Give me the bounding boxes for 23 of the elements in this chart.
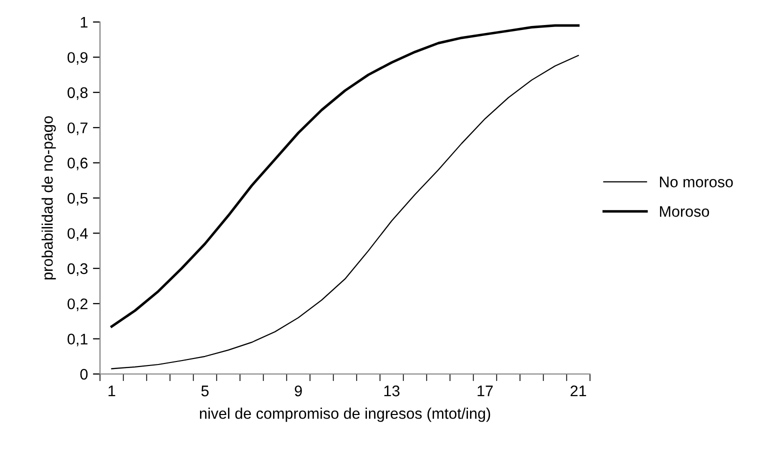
y-tick-label: 0,7 [68,122,88,136]
x-tick-label: 1 [108,386,116,396]
y-axis-title: probabilidad de no-pago [42,116,56,280]
y-tick-label: 0,8 [68,87,88,100]
x-tick-label: 21 [570,386,586,396]
y-tick-label: 0,9 [68,52,88,65]
y-tick-label: 0,6 [68,158,88,170]
y-tick-label: 0,3 [68,263,88,276]
x-tick-label: 5 [201,386,209,396]
y-tick-label: 0,4 [68,228,88,241]
y-tick-label: 1 [80,17,88,28]
y-tick-label: 0,2 [68,298,88,312]
x-axis-title: nivel de compromiso de ingresos (mtot/ing) [200,408,490,422]
y-tick-label: 0 [80,368,88,380]
x-tick-label: 17 [478,386,493,396]
line-series [111,54,579,370]
x-tick-label: 13 [384,386,400,396]
x-tick-label: 9 [294,386,302,396]
legend-label: Moroso [660,206,710,217]
line-series [110,24,580,328]
legend-label: No moroso [660,176,733,188]
y-tick-label: 0,1 [68,334,88,346]
y-tick-label: 0,5 [68,192,88,206]
